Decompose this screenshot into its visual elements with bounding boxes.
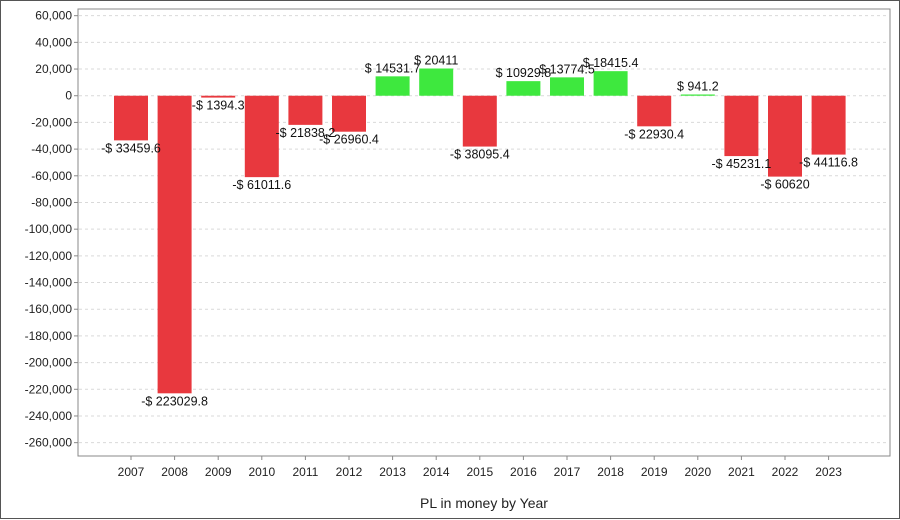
- data-label: -$ 61011.6: [232, 178, 291, 192]
- data-label: -$ 60620: [760, 178, 809, 192]
- bar-2015: [462, 95, 497, 147]
- x-tick-label: 2022: [772, 465, 799, 479]
- x-tick-label: 2010: [248, 465, 275, 479]
- x-axis-ticks: 2007 2008 2009 2010 2011 2012 2013 2014 2015 2016…: [118, 456, 842, 479]
- bar-2018: [593, 71, 628, 96]
- x-tick-label: 2016: [510, 465, 537, 479]
- x-tick-label: 2015: [466, 465, 493, 479]
- y-tick-label: -20,000: [31, 115, 72, 129]
- data-label: $ 18415.4: [583, 56, 639, 70]
- y-tick-label: 0: [65, 89, 72, 103]
- x-tick-label: 2020: [684, 465, 711, 479]
- y-tick-label: -140,000: [25, 276, 73, 290]
- data-label: -$ 26960.4: [319, 133, 379, 147]
- x-tick-label: 2007: [118, 465, 145, 479]
- data-label: -$ 38095.4: [450, 148, 510, 162]
- x-tick-label: 2009: [205, 465, 232, 479]
- data-label: $ 941.2: [677, 79, 719, 93]
- y-tick-label: -220,000: [25, 382, 73, 396]
- data-label: -$ 223029.8: [141, 394, 208, 408]
- x-tick-label: 2018: [597, 465, 624, 479]
- x-tick-label: 2012: [336, 465, 363, 479]
- x-tick-label: 2021: [728, 465, 755, 479]
- x-tick-label: 2013: [379, 465, 406, 479]
- data-label: $ 14531.7: [365, 61, 421, 75]
- bar-2008: [157, 95, 192, 394]
- plot-area: [77, 8, 891, 457]
- data-labels: -$ 33459.6 -$ 223029.8 -$ 1394.3 -$ 61011.6…: [101, 53, 858, 408]
- y-tick-label: 20,000: [35, 62, 72, 76]
- y-tick-label: -200,000: [25, 356, 73, 370]
- x-axis-title: PL in money by Year: [420, 495, 548, 511]
- bar-2012: [332, 95, 366, 132]
- y-tick-label: -240,000: [25, 409, 73, 423]
- y-tick-label: -160,000: [25, 302, 73, 316]
- bar-2016: [506, 81, 541, 96]
- y-tick-label: -80,000: [31, 195, 72, 209]
- bar-2010: [244, 95, 279, 178]
- data-label: -$ 22930.4: [624, 127, 684, 141]
- data-label: $ 20411: [414, 53, 458, 67]
- data-label: -$ 45231.1: [712, 157, 772, 171]
- data-label: $ 10929.8: [496, 66, 552, 80]
- x-tick-label: 2017: [554, 465, 581, 479]
- x-tick-label: 2008: [161, 465, 188, 479]
- bar-2022: [768, 95, 802, 177]
- x-tick-label: 2011: [292, 465, 318, 479]
- y-tick-label: -260,000: [25, 436, 73, 450]
- x-tick-label: 2019: [641, 465, 668, 479]
- y-tick-label: -120,000: [25, 249, 73, 263]
- x-tick-label: 2023: [815, 465, 842, 479]
- y-axis-ticks: 60,000 40,000 20,000 0 -20,000 -40,000 -60,000…: [25, 9, 78, 450]
- data-label: -$ 44116.8: [799, 156, 858, 170]
- data-label: -$ 1394.3: [192, 99, 245, 113]
- bar-2014: [419, 68, 454, 96]
- bar-2020: [680, 94, 715, 96]
- data-label: -$ 33459.6: [101, 141, 161, 155]
- y-tick-label: -40,000: [31, 142, 72, 156]
- bars: [114, 68, 846, 394]
- bar-2013: [375, 76, 410, 96]
- bar-2011: [288, 95, 323, 125]
- bar-2009: [201, 95, 236, 98]
- data-label: -$ 21838.2: [276, 126, 336, 140]
- bar-2007: [114, 95, 148, 141]
- y-tick-label: -100,000: [25, 222, 73, 236]
- y-tick-label: 40,000: [35, 35, 72, 49]
- y-tick-label: -60,000: [31, 169, 72, 183]
- x-tick-label: 2014: [423, 465, 450, 479]
- y-tick-label: 60,000: [35, 9, 72, 23]
- bar-2023: [811, 95, 846, 155]
- bar-2019: [637, 95, 672, 127]
- bar-2017: [550, 77, 584, 96]
- data-label: $ 13774.5: [539, 62, 595, 76]
- bar-2021: [724, 95, 759, 157]
- y-tick-label: -180,000: [25, 329, 73, 343]
